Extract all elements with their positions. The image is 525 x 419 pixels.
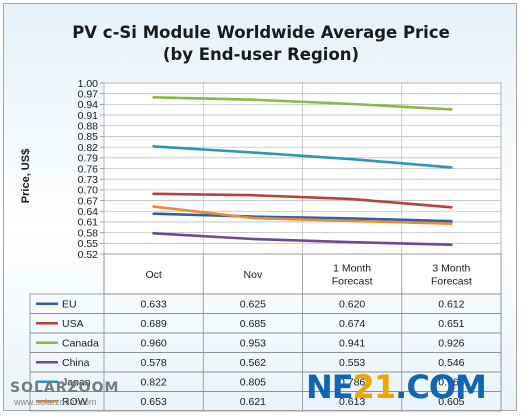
legend-entry: ROW (62, 396, 88, 408)
y-axis-ticks: 1.000.970.940.910.880.850.820.790.760.73… (78, 78, 99, 261)
series-line (152, 232, 453, 246)
series-line (152, 212, 453, 223)
y-tick-label: 0.79 (78, 153, 99, 165)
ne21-part-a: NE (306, 368, 354, 406)
data-label: 0.653 (140, 396, 166, 408)
y-tick-label: 0.91 (78, 110, 99, 122)
category-label: 3 Month (432, 263, 470, 275)
data-label: 0.553 (339, 357, 365, 369)
data-label: 0.685 (240, 318, 266, 330)
category-label: Forecast (431, 276, 472, 288)
y-tick-label: 0.70 (78, 185, 99, 197)
y-tick-label: 0.82 (78, 142, 99, 154)
data-label: 0.578 (140, 357, 166, 369)
data-label: 0.546 (438, 357, 464, 369)
data-label: 0.805 (240, 377, 266, 389)
series-line (152, 205, 453, 225)
y-tick-label: 0.58 (78, 227, 99, 239)
ne21-part-c: .COM (395, 368, 487, 406)
data-label: 0.689 (140, 318, 166, 330)
y-tick-label: 0.52 (78, 249, 99, 261)
data-label: 0.926 (438, 338, 464, 350)
data-label: 0.625 (240, 299, 266, 311)
series-line (152, 96, 453, 111)
category-label: Nov (244, 269, 263, 281)
data-label: 0.613 (339, 396, 365, 408)
legend-entry: China (62, 357, 90, 369)
data-label: 0.822 (140, 377, 166, 389)
category-label: Oct (145, 269, 161, 281)
y-tick-label: 0.94 (78, 99, 99, 111)
data-label: 0.621 (240, 396, 266, 408)
series-line (152, 145, 453, 169)
data-label: 0.763 (438, 377, 464, 389)
data-label: 0.786 (339, 377, 365, 389)
chart-title-line: PV c-Si Module Worldwide Average Price (72, 23, 450, 42)
y-tick-label: 0.61 (78, 217, 99, 229)
data-label: 0.633 (140, 299, 166, 311)
y-tick-label: 0.88 (78, 121, 99, 133)
y-tick-label: 1.00 (78, 78, 99, 90)
data-label: 0.960 (140, 338, 166, 350)
chart-title: PV c-Si Module Worldwide Average Price (… (4, 22, 516, 66)
series-line (152, 192, 453, 209)
y-tick-label: 0.67 (78, 195, 99, 207)
solarzoom-url-watermark: www.solarzoom.com (14, 397, 97, 407)
series-lines (152, 96, 453, 246)
data-label: 0.674 (339, 318, 365, 330)
ne21-part-b: 21 (352, 368, 397, 406)
y-tick-label: 0.97 (78, 88, 99, 100)
category-label: Forecast (332, 276, 373, 288)
data-label: 0.562 (240, 357, 266, 369)
data-label: 0.651 (438, 318, 464, 330)
chart-subtitle: (by End-user Region) (162, 45, 360, 64)
data-label: 0.941 (339, 338, 365, 350)
data-label: 0.612 (438, 299, 464, 311)
y-tick-label: 0.55 (78, 238, 99, 250)
data-label: 0.953 (240, 338, 266, 350)
table-row (29, 391, 502, 412)
y-tick-label: 0.85 (78, 131, 99, 143)
data-label: 0.620 (339, 299, 365, 311)
legend-entry: Canada (62, 338, 99, 350)
y-tick-label: 0.64 (78, 206, 99, 218)
legend-entry: Japan (62, 377, 91, 389)
legend-entry: EU (62, 299, 77, 311)
ne21-watermark: NE21.COM (306, 368, 487, 406)
legend-entry: USA (62, 318, 84, 330)
category-label: 1 Month (333, 263, 371, 275)
data-label: 0.605 (438, 396, 464, 408)
y-tick-label: 0.76 (78, 163, 99, 175)
y-tick-label: 0.73 (78, 174, 99, 186)
solarzoom-watermark: SOLARZOOM (10, 380, 120, 396)
